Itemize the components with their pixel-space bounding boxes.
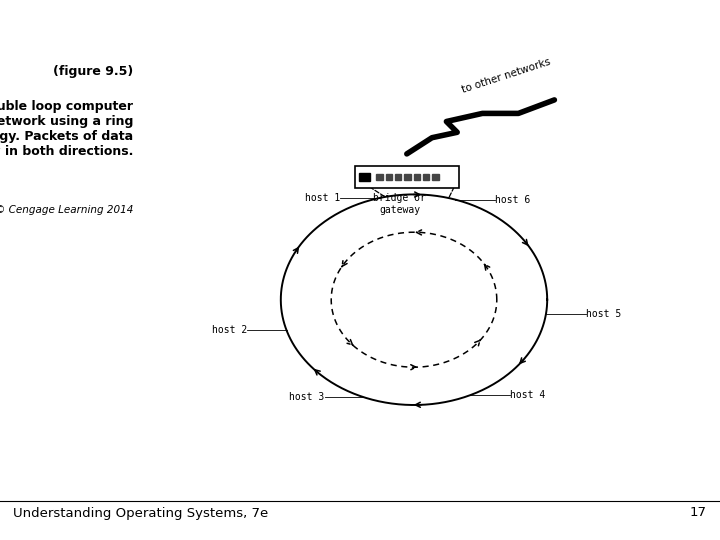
Bar — [423, 174, 429, 180]
Text: 17: 17 — [690, 507, 707, 519]
Bar — [395, 174, 402, 180]
Text: © Cengage Learning 2014: © Cengage Learning 2014 — [0, 205, 133, 215]
Text: to other networks: to other networks — [461, 56, 552, 94]
Text: host 5: host 5 — [585, 309, 621, 319]
Bar — [354, 166, 459, 188]
Text: bridge or
gateway: bridge or gateway — [373, 193, 426, 215]
Text: host 1: host 1 — [305, 193, 340, 203]
Bar — [405, 174, 410, 180]
Text: host 4: host 4 — [510, 390, 545, 400]
Bar — [359, 173, 370, 181]
Bar — [376, 174, 383, 180]
Bar — [432, 174, 439, 180]
Text: (figure 9.5): (figure 9.5) — [53, 65, 133, 78]
Text: host 6: host 6 — [495, 194, 530, 205]
Bar — [413, 174, 420, 180]
Bar — [386, 174, 392, 180]
Text: Double loop computer
network using a ring
topology. Packets of data
flow in both: Double loop computer network using a rin… — [0, 100, 133, 158]
Text: host 3: host 3 — [289, 393, 325, 402]
Text: host 2: host 2 — [212, 326, 247, 335]
Text: Understanding Operating Systems, 7e: Understanding Operating Systems, 7e — [13, 507, 269, 519]
